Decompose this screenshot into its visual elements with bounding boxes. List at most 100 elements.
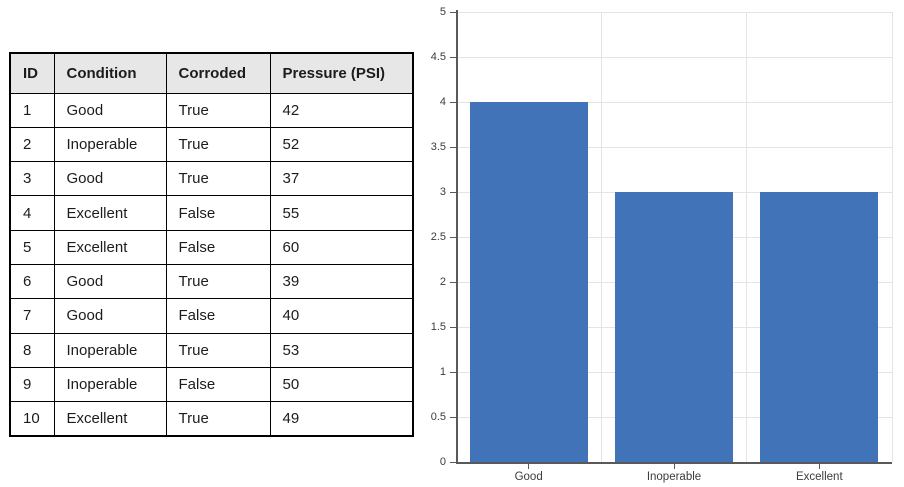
y-tick-label: 1.5 bbox=[430, 320, 446, 333]
table-cell: 2 bbox=[9, 126, 55, 163]
table-cell: Inoperable bbox=[53, 332, 167, 368]
y-tick-label: 0 bbox=[439, 455, 446, 468]
table-header-row: ID Condition Corroded Pressure (PSI) bbox=[9, 52, 414, 94]
table-body: 1 Good True 42 2 Inoperable True 52 3 Good True 37 4… bbox=[9, 92, 414, 437]
table-cell: 53 bbox=[269, 332, 414, 368]
pipes-table: ID Condition Corroded Pressure (PSI) 1 Good T… bbox=[9, 52, 414, 437]
table-cell: 55 bbox=[269, 195, 414, 231]
data-table-container: ID Condition Corroded Pressure (PSI) 1 Good T… bbox=[9, 52, 414, 437]
y-axis-tick bbox=[450, 416, 456, 418]
table-cell: 5 bbox=[9, 229, 55, 265]
table-cell: 6 bbox=[9, 263, 55, 300]
table-cell: False bbox=[165, 298, 271, 334]
x-axis-line bbox=[456, 462, 892, 464]
x-tick-label-good: Good bbox=[514, 471, 543, 483]
table-cell: Good bbox=[53, 263, 167, 300]
table-cell: 3 bbox=[9, 161, 55, 197]
y-axis-tick bbox=[450, 101, 456, 103]
table-cell: Inoperable bbox=[53, 366, 167, 403]
table-cell: 60 bbox=[269, 229, 414, 265]
y-tick-label: 1 bbox=[439, 365, 446, 378]
x-axis-tick bbox=[673, 463, 675, 469]
x-tick-label-inoperable: Inoperable bbox=[646, 471, 702, 483]
table-row: 2 Inoperable True 52 bbox=[9, 126, 414, 163]
table-cell: 9 bbox=[9, 366, 55, 403]
table-cell: 1 bbox=[9, 92, 55, 128]
table-cell: True bbox=[165, 401, 271, 437]
table-cell: Excellent bbox=[53, 195, 167, 231]
bar-inoperable bbox=[615, 192, 733, 462]
y-tick-label: 3 bbox=[439, 185, 446, 198]
table-cell: 4 bbox=[9, 195, 55, 231]
table-cell: 52 bbox=[269, 126, 414, 163]
table-row: 7 Good False 40 bbox=[9, 298, 414, 334]
table-cell: False bbox=[165, 366, 271, 403]
y-axis-tick bbox=[450, 11, 456, 13]
table-cell: 10 bbox=[9, 401, 55, 437]
y-axis-tick bbox=[450, 326, 456, 328]
table-cell: True bbox=[165, 332, 271, 368]
bar-chart: 0 0.5 1 1.5 2 2.5 3 3.5 4 4.5 5 Good Inoperable Excel… bbox=[430, 0, 904, 487]
table-cell: True bbox=[165, 263, 271, 300]
table-row: 6 Good True 39 bbox=[9, 263, 414, 300]
column-header-condition: Condition bbox=[53, 52, 167, 94]
y-tick-label: 2.5 bbox=[430, 230, 446, 243]
y-tick-label: 4.5 bbox=[430, 50, 446, 63]
column-header-corroded: Corroded bbox=[165, 52, 271, 94]
y-tick-label: 4 bbox=[439, 95, 446, 108]
table-cell: Excellent bbox=[53, 229, 167, 265]
table-row: 8 Inoperable True 53 bbox=[9, 332, 414, 368]
gridline-vertical bbox=[600, 12, 602, 462]
table-cell: Good bbox=[53, 298, 167, 334]
table-cell: Good bbox=[53, 92, 167, 128]
gridline-vertical bbox=[746, 12, 748, 462]
table-cell: Inoperable bbox=[53, 126, 167, 163]
table-row: 9 Inoperable False 50 bbox=[9, 366, 414, 403]
table-cell: 42 bbox=[269, 92, 414, 128]
x-axis-tick bbox=[528, 463, 530, 469]
table-row: 10 Excellent True 49 bbox=[9, 401, 414, 437]
table-cell: True bbox=[165, 161, 271, 197]
table-cell: 7 bbox=[9, 298, 55, 334]
y-axis-line bbox=[456, 10, 458, 462]
table-cell: 40 bbox=[269, 298, 414, 334]
table-row: 4 Excellent False 55 bbox=[9, 195, 414, 231]
y-tick-label: 2 bbox=[439, 275, 446, 288]
y-axis-tick bbox=[450, 191, 456, 193]
y-axis-tick bbox=[450, 236, 456, 238]
table-cell: False bbox=[165, 195, 271, 231]
y-axis-tick bbox=[450, 371, 456, 373]
table-row: 3 Good True 37 bbox=[9, 161, 414, 197]
y-axis-tick bbox=[450, 146, 456, 148]
column-header-id: ID bbox=[9, 52, 55, 94]
y-tick-label: 0.5 bbox=[430, 410, 446, 423]
x-axis-tick bbox=[818, 463, 820, 469]
table-cell: 50 bbox=[269, 366, 414, 403]
x-tick-label-excellent: Excellent bbox=[795, 471, 843, 483]
table-cell: Excellent bbox=[53, 401, 167, 437]
table-cell: 49 bbox=[269, 401, 414, 437]
gridline-horizontal bbox=[456, 146, 892, 148]
gridline-horizontal bbox=[456, 56, 892, 58]
table-row: 1 Good True 42 bbox=[9, 92, 414, 128]
y-tick-label: 3.5 bbox=[430, 140, 446, 153]
table-cell: True bbox=[165, 126, 271, 163]
gridline-vertical bbox=[891, 12, 893, 462]
y-tick-label: 5 bbox=[439, 5, 446, 18]
y-axis-tick bbox=[450, 281, 456, 283]
bar-excellent bbox=[760, 192, 879, 462]
table-cell: 39 bbox=[269, 263, 414, 300]
bar-good bbox=[469, 102, 588, 462]
table-cell: False bbox=[165, 229, 271, 265]
table-row: 5 Excellent False 60 bbox=[9, 229, 414, 265]
column-header-pressure-psi: Pressure (PSI) bbox=[269, 52, 414, 94]
gridline-horizontal bbox=[456, 101, 892, 103]
table-cell: Good bbox=[53, 161, 167, 197]
table-cell: 8 bbox=[9, 332, 55, 368]
gridline-horizontal bbox=[456, 11, 892, 13]
table-cell: 37 bbox=[269, 161, 414, 197]
table-cell: True bbox=[165, 92, 271, 128]
y-axis-tick bbox=[450, 56, 456, 58]
y-axis-tick bbox=[450, 461, 456, 463]
